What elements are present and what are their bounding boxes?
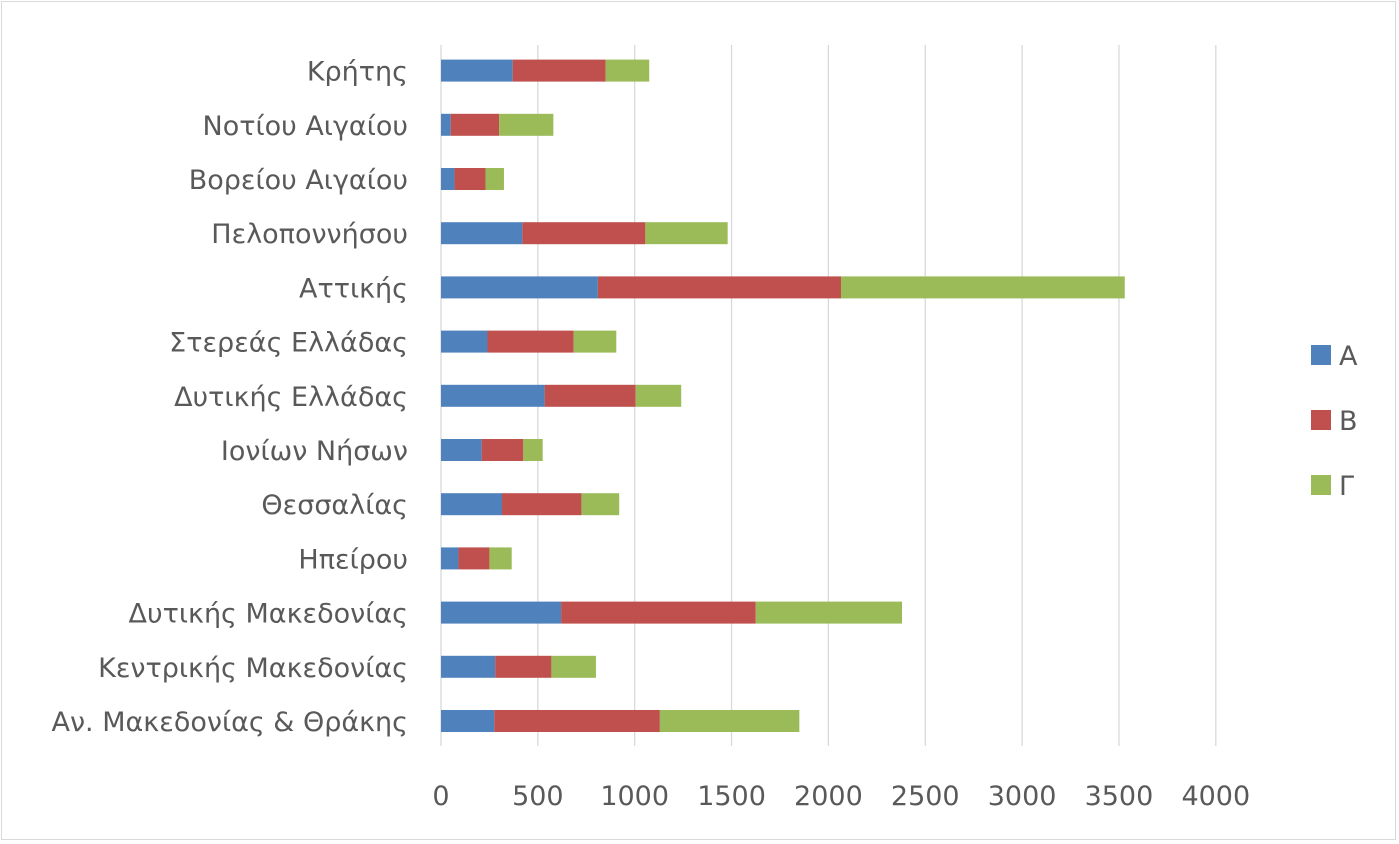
bar-segment	[441, 547, 459, 570]
bar-segment	[573, 330, 617, 353]
bar-segment	[597, 276, 841, 299]
bar-segment	[512, 59, 606, 82]
bar-segment	[481, 439, 524, 461]
bar-segment	[581, 493, 620, 516]
bar-segment	[502, 493, 582, 516]
bar-segment	[487, 330, 574, 353]
legend-label: Β	[1339, 406, 1358, 437]
bar-segment	[441, 276, 598, 299]
bar-segment	[489, 547, 512, 570]
bar-segment	[523, 439, 543, 461]
legend-label: Γ	[1339, 471, 1354, 502]
bar-segment	[441, 59, 513, 82]
value-axis-labels: 0 500 1000 1500 2000 2500 3000 3500 4000	[432, 781, 1250, 812]
category-label: Στερεάς Ελλάδας	[169, 328, 408, 359]
bar-segment	[561, 601, 756, 624]
bars	[441, 59, 1125, 732]
bar-segment	[840, 276, 1125, 299]
category-label: Αν. Μακεδονίας & Θράκης	[52, 707, 409, 738]
x-tick-label: 1000	[600, 781, 669, 812]
bar-segment	[458, 547, 490, 570]
bar-segment	[544, 384, 636, 407]
bar-segment	[441, 222, 523, 245]
bar-segment	[441, 493, 503, 516]
bar-segment	[659, 710, 800, 732]
bar-segment	[605, 59, 650, 82]
bar-segment	[494, 710, 660, 732]
bar-segment	[441, 113, 451, 136]
bar-segment	[441, 384, 545, 407]
x-tick-label: 500	[512, 781, 564, 812]
category-label: Ιονίων Νήσων	[221, 436, 408, 467]
bar-segment	[755, 601, 903, 624]
category-label: Ηπείρου	[298, 544, 408, 575]
bar-segment	[495, 655, 552, 678]
category-label: Κρήτης	[307, 57, 408, 88]
legend: Α Β Γ	[1311, 341, 1358, 502]
category-label: Δυτικής Ελλάδας	[174, 382, 408, 413]
x-tick-label: 3500	[1085, 781, 1154, 812]
bar-segment	[551, 655, 596, 678]
category-label: Νοτίου Αιγαίου	[203, 111, 409, 142]
bar-segment	[450, 113, 500, 136]
x-tick-label: 2500	[891, 781, 960, 812]
bar-segment	[522, 222, 646, 245]
bar-segment	[485, 168, 504, 190]
legend-swatch	[1311, 345, 1331, 365]
legend-swatch	[1311, 475, 1331, 495]
bar-segment	[441, 439, 482, 461]
x-tick-label: 4000	[1181, 781, 1250, 812]
bar-segment	[441, 710, 495, 732]
bar-segment	[454, 168, 486, 190]
category-label: Πελοποννήσου	[211, 219, 408, 250]
x-tick-label: 3000	[988, 781, 1057, 812]
bar-segment	[645, 222, 728, 245]
x-tick-label: 2000	[794, 781, 863, 812]
gridlines	[440, 45, 1217, 746]
bar-segment	[499, 113, 554, 136]
category-label: Θεσσαλίας	[261, 490, 408, 521]
legend-label: Α	[1339, 341, 1358, 372]
bar-segment	[441, 168, 455, 190]
bar-segment	[635, 384, 682, 407]
category-label: Δυτικής Μακεδονίας	[129, 599, 408, 630]
x-tick-label: 1500	[697, 781, 766, 812]
category-label: Κεντρικής Μακεδονίας	[98, 653, 408, 684]
category-axis-labels: Αν. Μακεδονίας & Θράκης Κεντρικής Μακεδον…	[52, 57, 409, 738]
x-tick-label: 0	[432, 781, 449, 812]
category-label: Αττικής	[299, 273, 408, 304]
bar-segment	[441, 655, 496, 678]
bar-segment	[441, 330, 488, 353]
legend-swatch	[1311, 410, 1331, 430]
bar-segment	[441, 601, 562, 624]
category-label: Βορείου Αιγαίου	[189, 165, 408, 196]
